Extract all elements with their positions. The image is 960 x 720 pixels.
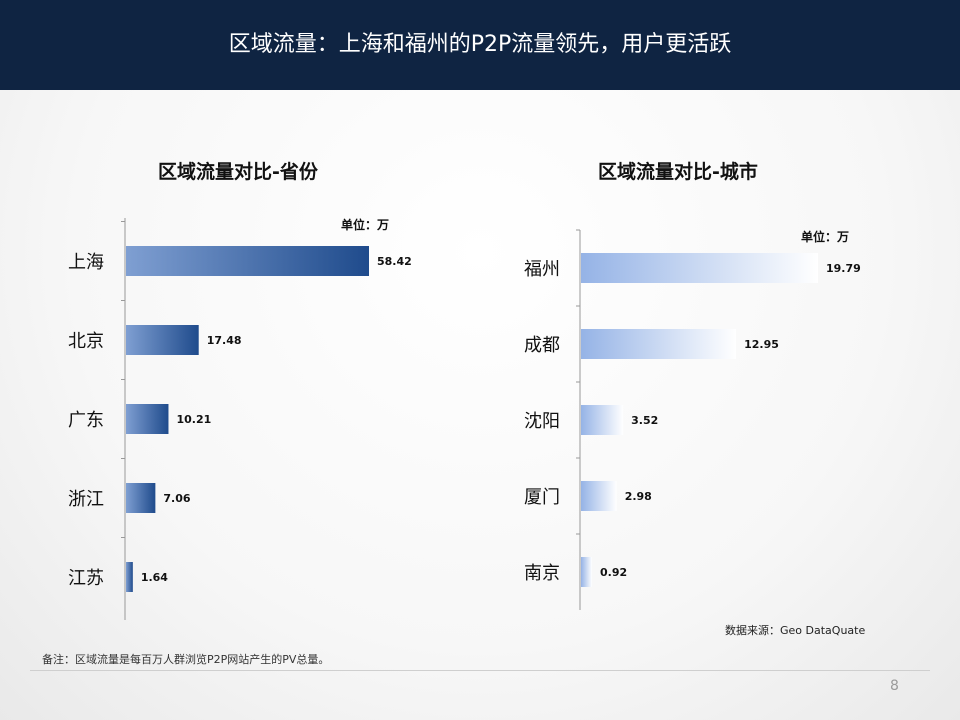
province-bar-3 (126, 404, 169, 434)
city-value-label: 3.52 (631, 414, 658, 427)
city-value-label: 0.92 (600, 566, 627, 579)
province-bar-chart: 上海 58.42 北京 17.48 广东 10.21 浙江 7.06 江苏 1.64 (68, 218, 412, 620)
page-number: 8 (890, 678, 899, 694)
province-category-label: 北京 (68, 331, 104, 352)
city-bar-5 (581, 557, 593, 587)
city-bar-1 (581, 253, 818, 283)
header-bar (0, 0, 960, 90)
city-unit-label: 单位：万 (801, 230, 850, 244)
province-bar-1 (126, 246, 369, 276)
city-category-label: 成都 (524, 335, 560, 356)
province-category-label: 上海 (68, 252, 104, 273)
city-value-label: 2.98 (625, 490, 652, 503)
city-bar-4 (581, 481, 617, 511)
province-bar-5 (126, 562, 133, 592)
province-category-label: 广东 (68, 410, 104, 431)
province-value-label: 10.21 (176, 413, 211, 426)
province-bar-2 (126, 325, 199, 355)
province-chart-title: 区域流量对比-省份 (158, 161, 318, 183)
province-category-label: 浙江 (68, 489, 104, 510)
city-bar-3 (581, 405, 624, 435)
slide-title: 区域流量：上海和福州的P2P流量领先，用户更活跃 (228, 32, 732, 57)
city-category-label: 福州 (524, 259, 560, 280)
city-category-label: 沈阳 (524, 411, 560, 432)
city-value-label: 12.95 (744, 338, 779, 351)
province-value-label: 17.48 (207, 334, 242, 347)
city-category-label: 南京 (524, 563, 560, 584)
province-value-label: 7.06 (163, 492, 190, 505)
city-bar-chart: 福州 19.79 成都 12.95 沈阳 3.52 厦门 2.98 南京 0.92 (524, 229, 861, 610)
footnote: 备注：区域流量是每百万人群浏览P2P网站产生的PV总量。 (42, 653, 330, 666)
province-value-label: 1.64 (141, 571, 168, 584)
city-chart-title: 区域流量对比-城市 (598, 161, 758, 183)
footer-divider (30, 670, 930, 671)
city-category-label: 厦门 (524, 487, 560, 508)
province-bar-4 (126, 483, 156, 513)
province-unit-label: 单位：万 (341, 218, 390, 232)
data-source: 数据来源：Geo DataQuate (725, 624, 866, 637)
province-category-label: 江苏 (68, 568, 104, 589)
city-value-label: 19.79 (826, 262, 861, 275)
city-bar-2 (581, 329, 737, 359)
province-value-label: 58.42 (377, 255, 412, 268)
